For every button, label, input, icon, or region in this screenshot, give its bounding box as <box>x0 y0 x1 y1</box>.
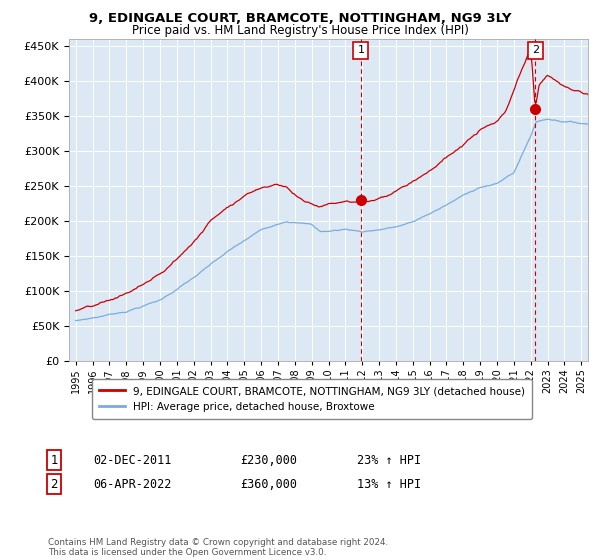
Text: 06-APR-2022: 06-APR-2022 <box>93 478 172 491</box>
Text: Contains HM Land Registry data © Crown copyright and database right 2024.
This d: Contains HM Land Registry data © Crown c… <box>48 538 388 557</box>
Text: 23% ↑ HPI: 23% ↑ HPI <box>357 454 421 467</box>
Text: 2: 2 <box>532 45 539 55</box>
Text: Price paid vs. HM Land Registry's House Price Index (HPI): Price paid vs. HM Land Registry's House … <box>131 24 469 36</box>
Legend: 9, EDINGALE COURT, BRAMCOTE, NOTTINGHAM, NG9 3LY (detached house), HPI: Average : 9, EDINGALE COURT, BRAMCOTE, NOTTINGHAM,… <box>92 379 532 419</box>
Text: 13% ↑ HPI: 13% ↑ HPI <box>357 478 421 491</box>
Text: 2: 2 <box>50 478 58 491</box>
Text: £360,000: £360,000 <box>240 478 297 491</box>
Text: 9, EDINGALE COURT, BRAMCOTE, NOTTINGHAM, NG9 3LY: 9, EDINGALE COURT, BRAMCOTE, NOTTINGHAM,… <box>89 12 511 25</box>
Text: 02-DEC-2011: 02-DEC-2011 <box>93 454 172 467</box>
Text: 1: 1 <box>358 45 364 55</box>
Text: £230,000: £230,000 <box>240 454 297 467</box>
Text: 1: 1 <box>50 454 58 467</box>
